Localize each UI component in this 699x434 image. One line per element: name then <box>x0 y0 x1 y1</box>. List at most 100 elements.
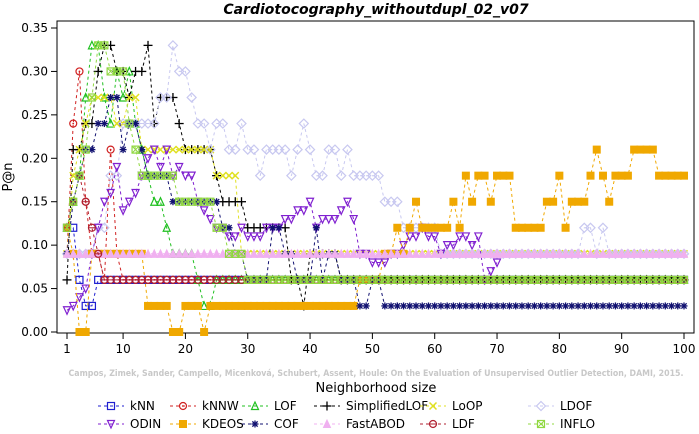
data-point <box>412 302 420 310</box>
data-point <box>555 248 564 258</box>
data-point <box>62 248 72 258</box>
data-point <box>106 145 115 154</box>
data-point <box>448 241 458 251</box>
data-point <box>93 66 103 76</box>
data-point <box>362 302 370 310</box>
data-point <box>400 302 408 310</box>
data-point <box>112 119 121 128</box>
data-point <box>679 248 689 258</box>
data-point <box>156 145 165 154</box>
data-point <box>412 197 421 206</box>
data-point <box>617 248 626 258</box>
data-point <box>279 144 291 155</box>
data-point <box>343 197 352 208</box>
legend-label: kNNW <box>202 399 239 413</box>
data-point <box>75 293 84 303</box>
data-point <box>218 248 228 258</box>
data-point <box>511 248 521 258</box>
data-point <box>249 232 259 242</box>
data-point <box>486 267 496 277</box>
data-point <box>417 248 427 258</box>
data-point <box>654 248 664 258</box>
x-tick-label: 40 <box>302 342 317 356</box>
data-point <box>592 145 601 154</box>
data-point <box>212 171 221 180</box>
data-point <box>605 197 614 206</box>
data-point <box>487 302 495 310</box>
x-axis-label: Neighborhood size <box>316 381 437 396</box>
data-point <box>593 302 601 310</box>
legend: kNN kNNW LOF SimplifiedLOF LoOP LDOF ODIN KDEOS… <box>98 399 595 431</box>
data-point <box>87 301 97 311</box>
data-point <box>193 145 202 154</box>
data-point <box>317 170 328 182</box>
data-point <box>100 93 109 102</box>
data-point <box>168 92 178 102</box>
data-point <box>174 119 184 129</box>
data-point <box>467 241 477 251</box>
data-point <box>393 223 402 232</box>
x-tick-label: 90 <box>614 342 629 356</box>
legend-item: kNNW <box>170 399 239 413</box>
data-point <box>131 93 140 102</box>
y-tick-label: 0.05 <box>21 282 48 296</box>
data-point <box>580 302 588 310</box>
data-point <box>591 248 603 260</box>
data-point <box>187 248 196 258</box>
data-point <box>537 302 545 310</box>
data-point <box>200 145 209 154</box>
data-point <box>580 197 589 206</box>
data-point <box>399 248 408 258</box>
data-point <box>374 248 383 258</box>
legend-label: KDEOS <box>202 417 244 431</box>
data-point <box>335 170 347 182</box>
data-point <box>299 248 309 258</box>
data-point <box>143 154 153 164</box>
data-point <box>124 197 134 208</box>
data-point <box>193 301 202 310</box>
data-point <box>218 223 227 232</box>
data-point <box>585 222 596 234</box>
data-point <box>62 275 72 285</box>
data-point <box>443 302 451 310</box>
data-point <box>131 248 140 258</box>
data-point <box>361 248 371 258</box>
data-point <box>162 145 172 156</box>
data-point <box>262 248 271 258</box>
legend-label: SimplifiedLOF <box>346 399 428 413</box>
data-point <box>493 302 501 310</box>
data-point <box>229 144 241 155</box>
data-point <box>248 144 260 155</box>
data-point <box>199 300 209 311</box>
data-point <box>131 188 140 199</box>
data-point <box>106 118 116 128</box>
data-point <box>118 67 128 76</box>
data-point <box>461 248 471 258</box>
data-point <box>673 248 683 258</box>
data-point <box>143 248 153 258</box>
data-point <box>461 171 470 180</box>
data-point <box>186 92 197 103</box>
data-point <box>243 232 253 242</box>
data-point <box>174 162 184 173</box>
data-point <box>118 248 128 258</box>
legend-label: LDOF <box>560 399 592 413</box>
data-point <box>118 206 128 216</box>
data-point <box>199 248 209 258</box>
y-tick-label: 0.15 <box>21 195 48 209</box>
data-point <box>230 232 240 242</box>
data-point <box>206 248 215 258</box>
data-point <box>268 248 277 258</box>
data-point <box>393 248 402 258</box>
data-point <box>555 171 564 180</box>
data-point <box>561 223 570 232</box>
data-point <box>661 302 669 310</box>
data-point <box>604 248 614 258</box>
legend-marker <box>428 401 438 411</box>
data-point <box>62 306 72 316</box>
data-point <box>586 171 595 180</box>
x-tick-label: 1 <box>63 342 71 356</box>
data-point <box>318 214 327 225</box>
data-point <box>574 302 582 310</box>
data-point <box>642 248 651 258</box>
